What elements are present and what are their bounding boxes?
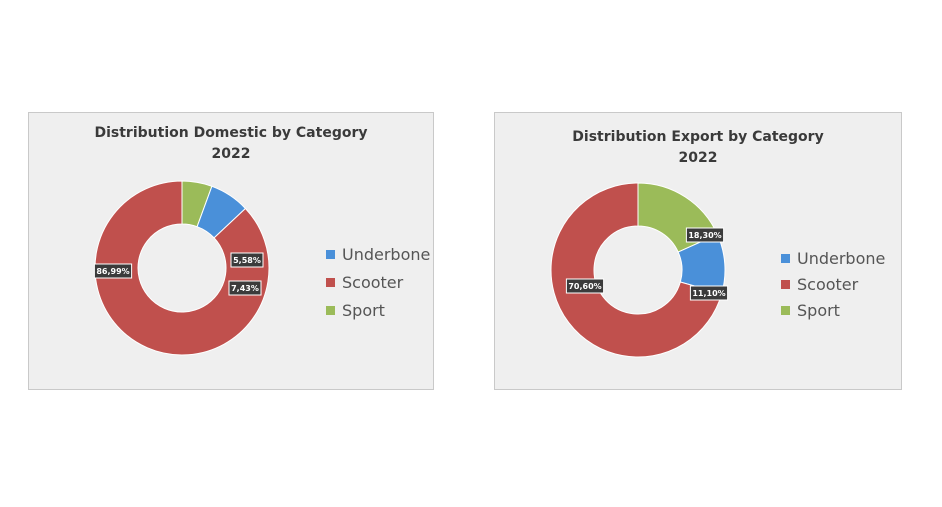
legend-swatch-sport — [781, 305, 790, 315]
data-label-scooter: 86,99% — [93, 263, 133, 279]
data-label-text: 11,10% — [692, 289, 725, 298]
legend-item-sport: Sport — [781, 297, 885, 323]
chart-legend: Underbone Scooter Sport — [326, 240, 430, 324]
legend-label: Scooter — [342, 272, 404, 292]
legend-item-underbone: Underbone — [781, 245, 885, 271]
data-label-text: 70,60% — [568, 282, 601, 291]
domestic-chart-panel: Distribution Domestic by Category 2022 7… — [28, 112, 434, 390]
data-label-underbone: 11,10% — [689, 285, 729, 301]
data-label-box — [228, 280, 262, 296]
donut-chart: 7,43% 86,99% 5,58% — [93, 180, 270, 356]
data-label-text: 7,43% — [231, 284, 259, 293]
export-chart-panel: Distribution Export by Category 2022 11,… — [494, 112, 902, 390]
data-label-box — [93, 263, 133, 279]
data-label-text: 5,58% — [233, 256, 261, 265]
legend-swatch-sport — [326, 305, 335, 315]
legend-swatch-scooter — [326, 277, 335, 287]
legend-swatch-underbone — [326, 249, 335, 259]
data-label-box — [685, 227, 725, 243]
data-label-text: 86,99% — [96, 267, 129, 276]
legend-item-scooter: Scooter — [326, 268, 430, 296]
legend-item-underbone: Underbone — [326, 240, 430, 268]
legend-item-scooter: Scooter — [781, 271, 885, 297]
chart-title-text: Distribution Export by Category — [572, 129, 824, 145]
legend-label: Underbone — [342, 244, 431, 264]
legend-label: Underbone — [797, 248, 886, 268]
legend-label: Sport — [797, 300, 840, 320]
slice-scooter — [550, 182, 723, 358]
data-label-sport: 18,30% — [685, 227, 725, 243]
chart-title-text: Distribution Domestic by Category — [94, 125, 368, 141]
legend-item-sport: Sport — [326, 296, 430, 324]
data-label-box — [230, 252, 264, 268]
donut-chart: 11,10% 70,60% 18,30% — [550, 182, 729, 358]
legend-swatch-underbone — [781, 253, 790, 263]
data-label-underbone: 7,43% — [228, 280, 262, 296]
legend-label: Scooter — [797, 274, 859, 294]
chart-title: Distribution Domestic by Category 2022 — [29, 123, 433, 165]
data-label-box — [565, 278, 605, 294]
chart-subtitle-text: 2022 — [211, 146, 251, 162]
chart-legend: Underbone Scooter Sport — [781, 245, 885, 323]
data-label-scooter: 70,60% — [565, 278, 605, 294]
data-label-sport: 5,58% — [230, 252, 264, 268]
data-label-box — [689, 285, 729, 301]
legend-label: Sport — [342, 300, 385, 320]
slice-scooter — [94, 180, 270, 356]
chart-title: Distribution Export by Category 2022 — [495, 127, 901, 169]
data-label-text: 18,30% — [688, 231, 721, 240]
legend-swatch-scooter — [781, 279, 790, 289]
chart-subtitle-text: 2022 — [678, 150, 718, 166]
